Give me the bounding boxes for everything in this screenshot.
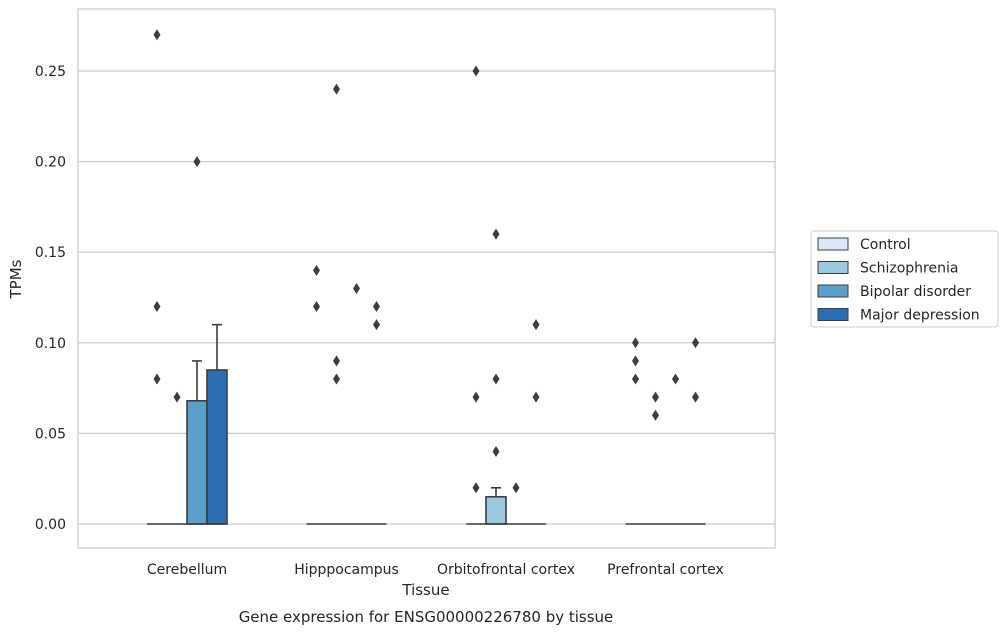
legend-label: Bipolar disorder xyxy=(860,284,971,300)
y-tick-label: 0.00 xyxy=(35,517,66,533)
outlier-point xyxy=(492,373,500,385)
legend-swatch xyxy=(817,284,849,298)
plot-frame xyxy=(77,8,776,549)
outlier-point xyxy=(373,319,380,331)
outlier-point xyxy=(472,65,480,77)
outlier-point xyxy=(173,391,181,403)
boxes-layer xyxy=(147,323,706,525)
x-tick-label: Prefrontal cortex xyxy=(607,562,724,578)
x-tick-label: Hipppocampus xyxy=(294,562,399,578)
outlier-point xyxy=(492,446,500,458)
outlier-point xyxy=(672,373,679,385)
outlier-point xyxy=(333,83,340,95)
y-tick-label: 0.05 xyxy=(35,426,66,442)
outlier-point xyxy=(632,373,639,385)
outlier-point xyxy=(532,391,540,403)
outlier-point xyxy=(153,373,161,385)
outlier-point xyxy=(313,301,320,313)
outliers-layer xyxy=(153,29,699,494)
box xyxy=(485,496,507,525)
y-tick-label: 0.10 xyxy=(35,336,66,352)
legend-swatch xyxy=(817,308,849,321)
outlier-point xyxy=(632,355,639,367)
legend: Control Schizophrenia Bipolar disorder Majo… xyxy=(810,230,999,328)
outlier-point xyxy=(692,391,699,403)
outlier-point xyxy=(472,482,480,494)
y-axis-label: TPMs xyxy=(7,259,25,299)
chart-caption: Gene expression for ENSG00000226780 by t… xyxy=(239,608,614,626)
y-tick-label: 0.20 xyxy=(35,155,66,171)
x-tick-label: Orbitofrontal cortex xyxy=(437,562,575,578)
outlier-point xyxy=(632,337,639,349)
legend-label: Schizophrenia xyxy=(860,261,958,277)
legend-swatch xyxy=(817,261,849,274)
legend-frame xyxy=(810,230,999,328)
outlier-point xyxy=(652,409,659,421)
outlier-point xyxy=(333,373,340,385)
legend-swatch xyxy=(817,237,849,251)
outlier-point xyxy=(652,391,659,403)
outlier-point xyxy=(373,301,380,313)
legend-label: Control xyxy=(860,237,911,253)
x-axis-label: Tissue xyxy=(401,581,449,599)
outlier-point xyxy=(313,264,320,276)
box xyxy=(206,369,228,525)
y-tick-label: 0.15 xyxy=(35,245,66,261)
outlier-point xyxy=(692,337,699,349)
outlier-point xyxy=(492,228,500,240)
plot-background xyxy=(78,9,775,548)
outlier-point xyxy=(193,156,201,168)
outlier-point xyxy=(472,391,480,403)
x-tick-label: Cerebellum xyxy=(147,562,227,578)
outlier-point xyxy=(532,319,540,331)
outlier-point xyxy=(353,282,360,294)
outlier-point xyxy=(512,482,520,494)
legend-label: Major depression xyxy=(860,308,980,324)
x-axis-ticks: Cerebellum Hipppocampus Orbitofrontal cort… xyxy=(147,562,724,578)
box xyxy=(186,399,208,525)
y-axis-ticks: 0.00 0.05 0.10 0.15 0.20 0.25 xyxy=(35,64,66,533)
outlier-point xyxy=(333,355,340,367)
outlier-point xyxy=(153,301,161,313)
y-tick-label: 0.25 xyxy=(35,64,66,80)
outlier-point xyxy=(153,29,161,41)
